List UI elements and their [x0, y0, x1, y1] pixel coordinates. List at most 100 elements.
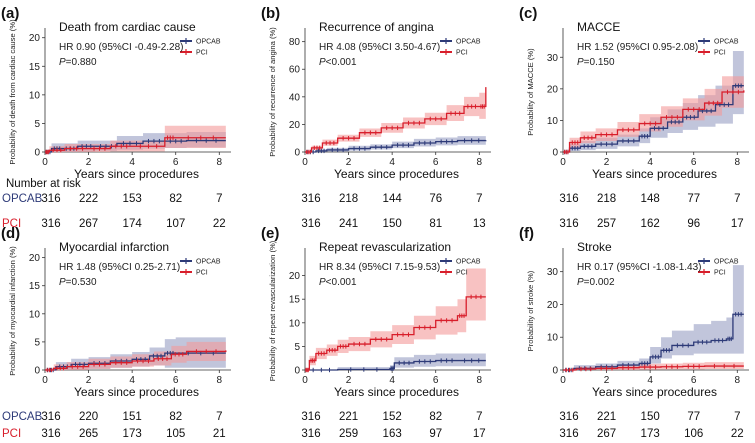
risk-count: 148: [641, 193, 660, 205]
x-tick-label: 2: [346, 157, 352, 168]
risk-count: 152: [383, 411, 402, 423]
x-tick-label: 0: [302, 375, 308, 386]
legend-label: OPCAB: [456, 259, 481, 266]
panel-title: Death from cardiac cause: [59, 20, 196, 34]
risk-count: 82: [169, 411, 182, 423]
x-tick-label: 8: [477, 157, 483, 168]
risk-count: 267: [597, 428, 616, 440]
risk-count: 222: [79, 193, 98, 205]
ci-band-opcab: [563, 41, 744, 153]
hazard-ratio-text: HR 1.52 (95%CI 0.95-2.08): [577, 42, 698, 53]
km-line-pci: [45, 350, 227, 371]
hazard-ratio-text: HR 1.48 (95%CI 0.25-2.71): [59, 262, 180, 273]
risk-count: 316: [301, 411, 320, 423]
risk-count: 106: [684, 428, 703, 440]
x-tick-label: 2: [346, 375, 352, 386]
risk-count: 220: [79, 411, 98, 423]
panel-a: (a) Death from cardiac cause Probability o…: [1, 5, 231, 230]
risk-count: 17: [473, 428, 486, 440]
y-tick-label: 10: [289, 318, 301, 329]
x-tick-label: 6: [691, 157, 697, 168]
legend-label: PCI: [196, 270, 208, 277]
risk-count: 13: [473, 218, 486, 230]
risk-count: 77: [687, 193, 700, 205]
p-value-number: <0.001: [326, 57, 357, 68]
km-line-pci: [45, 137, 226, 153]
legend-label: OPCAB: [456, 39, 481, 46]
x-tick-label: 4: [389, 375, 395, 386]
ci-band-pci: [305, 261, 486, 370]
x-tick-label: 8: [477, 375, 483, 386]
risk-table-header: Number at risk: [6, 178, 81, 190]
y-tick-label: 0: [552, 366, 558, 377]
risk-count: 316: [41, 218, 60, 230]
y-tick-label: 5: [34, 119, 40, 130]
x-axis-label: Years since procedures: [334, 167, 459, 181]
y-tick-label: 10: [547, 116, 559, 127]
y-tick-label: 20: [289, 120, 301, 131]
risk-count: 7: [734, 411, 740, 423]
risk-count: 218: [597, 193, 616, 205]
hazard-ratio-text: HR 8.34 (95%CI 7.15-9.53): [319, 262, 440, 273]
y-tick-label: 5: [294, 342, 300, 353]
y-axis-label: Probability of myocardial infarction (%): [8, 246, 17, 376]
p-value-letter: P: [577, 277, 584, 288]
km-line-pci: [563, 90, 745, 153]
risk-count: 17: [731, 218, 744, 230]
y-tick-label: 10: [29, 309, 41, 320]
panel-title: MACCE: [577, 20, 620, 34]
y-axis-label: Probability of death from cardiac cause …: [8, 19, 17, 165]
risk-count: 97: [429, 428, 442, 440]
panel-label: (a): [1, 5, 19, 22]
p-value-text: P<0.001: [319, 277, 357, 288]
risk-count: 21: [213, 428, 226, 440]
risk-count: 22: [731, 428, 744, 440]
p-value-number: =0.530: [66, 277, 97, 288]
p-value-number: =0.002: [584, 277, 615, 288]
risk-count: 151: [123, 411, 142, 423]
p-value-letter: P: [59, 57, 66, 68]
risk-count: 82: [169, 193, 182, 205]
risk-count: 218: [339, 193, 358, 205]
y-tick-label: 20: [289, 271, 301, 282]
risk-count: 77: [687, 411, 700, 423]
p-value-number: =0.880: [66, 57, 97, 68]
panel-e: (e) Repeat revascularization Probability o…: [261, 225, 491, 440]
legend-label: OPCAB: [196, 39, 221, 46]
risk-count: 173: [641, 428, 660, 440]
x-tick-label: 0: [560, 157, 566, 168]
y-tick-label: 0: [34, 366, 40, 377]
x-tick-label: 4: [129, 375, 135, 386]
x-tick-label: 6: [433, 375, 439, 386]
p-value-text: P=0.150: [577, 57, 615, 68]
risk-count: 316: [41, 428, 60, 440]
y-tick-label: 15: [29, 281, 41, 292]
risk-count: 144: [383, 193, 403, 205]
p-value-letter: P: [319, 57, 326, 68]
x-tick-label: 6: [173, 157, 179, 168]
risk-count: 316: [559, 218, 578, 230]
risk-count: 105: [166, 428, 185, 440]
x-tick-label: 8: [217, 375, 223, 386]
legend-label: PCI: [456, 270, 468, 277]
panel-d: (d) Myocardial infarction Probability of m…: [1, 225, 231, 440]
x-tick-label: 2: [604, 157, 610, 168]
y-tick-label: 0: [552, 148, 558, 159]
panel-label: (d): [1, 225, 20, 242]
legend-label: PCI: [196, 50, 208, 57]
km-line-opcab: [563, 313, 744, 371]
y-tick-label: 80: [289, 37, 301, 48]
x-tick-label: 6: [173, 375, 179, 386]
p-value-text: P=0.002: [577, 277, 615, 288]
y-tick-label: 10: [29, 90, 41, 101]
y-tick-label: 30: [547, 267, 559, 278]
risk-count: 153: [123, 193, 142, 205]
km-line-opcab: [45, 352, 226, 371]
p-value-letter: P: [59, 277, 66, 288]
risk-count: 267: [79, 218, 98, 230]
x-tick-label: 4: [389, 157, 395, 168]
risk-count: 76: [429, 193, 442, 205]
x-tick-label: 4: [647, 375, 653, 386]
risk-count: 162: [641, 218, 660, 230]
